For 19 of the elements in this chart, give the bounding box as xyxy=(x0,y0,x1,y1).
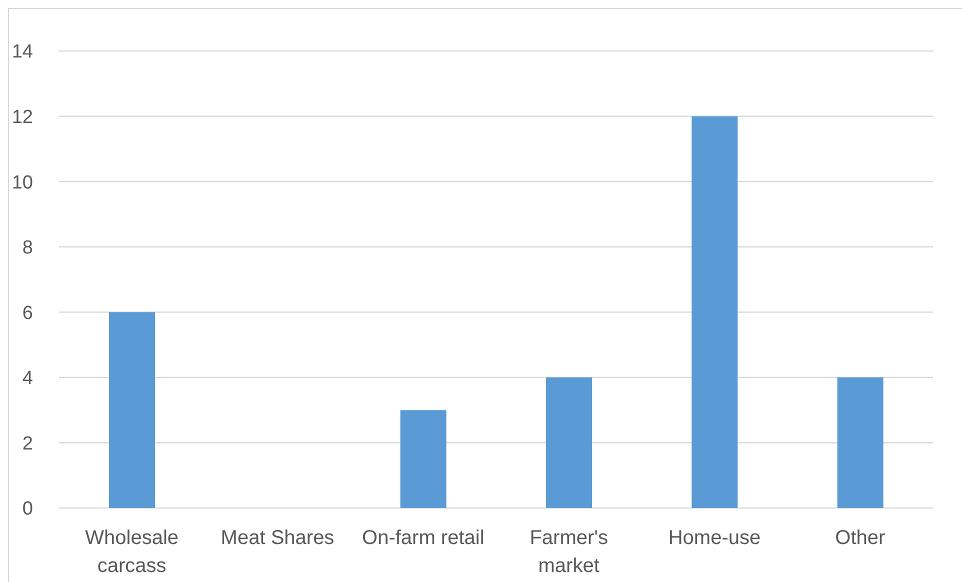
y-tick-label: 0 xyxy=(22,498,33,520)
y-tick-label: 12 xyxy=(12,107,33,128)
x-tick-label: Wholesale carcass xyxy=(85,527,179,577)
y-tick-label: 6 xyxy=(22,302,33,324)
x-tick-label: On-farm retail xyxy=(362,527,484,550)
x-tick-label: Other xyxy=(835,527,886,550)
bar xyxy=(837,377,884,508)
bar xyxy=(692,116,738,508)
bar xyxy=(400,410,446,508)
x-tick-label: Home-use xyxy=(668,527,761,550)
y-tick-label: 4 xyxy=(22,368,34,390)
y-tick-label: 14 xyxy=(12,42,34,63)
bar xyxy=(546,377,592,508)
y-tick-label: 10 xyxy=(12,172,33,194)
x-tick-label: Meat Shares xyxy=(220,527,334,550)
bar xyxy=(109,312,155,508)
y-tick-label: 8 xyxy=(22,238,33,259)
x-tick-label: Farmer's market xyxy=(530,527,608,577)
y-tick-label: 2 xyxy=(22,433,33,454)
